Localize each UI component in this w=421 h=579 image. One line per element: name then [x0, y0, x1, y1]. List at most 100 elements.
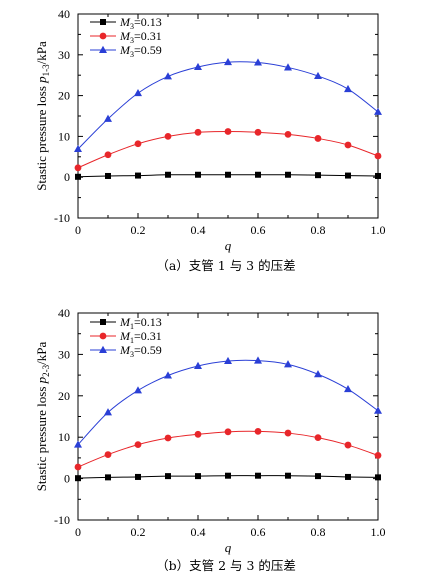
y-tick-label: 20	[58, 89, 70, 103]
data-point-s1-3	[164, 133, 172, 140]
data-point-s0-2	[135, 172, 141, 179]
data-point-s0-6	[255, 472, 261, 479]
legend-entry: M3=0.59	[119, 343, 162, 359]
figure-caption: （b）支管 2 与 3 的压差	[156, 558, 296, 573]
data-point-s0-8	[315, 473, 321, 480]
data-point-s2-0	[74, 440, 82, 448]
data-point-s1-10	[374, 152, 382, 160]
legend-entry: M3=0.59	[119, 43, 162, 59]
x-tick-label: 0.8	[311, 525, 326, 539]
data-point-s1-9	[344, 141, 352, 149]
data-point-s2-2	[134, 386, 142, 394]
x-tick-label: 0.6	[251, 223, 266, 237]
data-point-s2-7	[284, 360, 292, 368]
data-point-s2-8	[314, 370, 322, 378]
legend-entry: M3=0.13	[119, 15, 162, 31]
data-point-s2-5	[224, 356, 232, 365]
x-tick-label: 0.4	[191, 223, 206, 237]
data-point-s2-2	[134, 88, 142, 97]
data-point-s0-5	[225, 472, 231, 479]
legend-marker	[99, 45, 107, 53]
data-point-s1-1	[104, 451, 112, 458]
data-point-s1-0	[74, 463, 82, 471]
data-point-s1-1	[104, 151, 112, 159]
data-point-s2-10	[374, 406, 382, 414]
data-point-s1-6	[254, 428, 262, 435]
y-tick-label: -10	[54, 513, 70, 527]
chart-panel-a: -10 0 10 20 30 40 0 0.2 0.4 0.6 0.8 1.0 q Stastic pre…	[34, 7, 386, 273]
legend-marker	[99, 345, 107, 353]
legend-marker	[100, 319, 106, 325]
x-tick-label: 0.8	[311, 223, 326, 237]
x-tick-label: 0	[75, 525, 81, 539]
data-point-s0-6	[255, 171, 261, 178]
y-tick-label: 30	[58, 48, 70, 62]
data-point-s2-7	[284, 63, 292, 71]
data-point-s0-5	[225, 171, 231, 178]
x-tick-label: 0	[75, 223, 81, 237]
x-axis-label: q	[225, 238, 232, 253]
data-point-s0-7	[285, 171, 291, 178]
x-tick-label: 1.0	[371, 525, 386, 539]
legend-marker	[99, 332, 107, 340]
figure-caption: （a）支管 1 与 3 的压差	[156, 258, 295, 273]
y-tick-label: 20	[58, 389, 70, 403]
data-point-s2-9	[344, 84, 352, 93]
data-point-s2-4	[194, 62, 202, 71]
data-point-s1-3	[164, 434, 172, 442]
data-point-s1-7	[284, 429, 292, 437]
data-point-s1-5	[224, 428, 232, 436]
data-point-s0-9	[345, 473, 351, 480]
data-point-s1-10	[374, 452, 382, 459]
series-line-1	[77, 430, 379, 468]
data-point-s0-2	[135, 473, 141, 480]
data-point-s0-7	[285, 472, 291, 479]
data-point-s0-10	[375, 172, 381, 179]
data-point-s0-1	[105, 474, 111, 481]
y-tick-label: 0	[64, 170, 70, 184]
chart-panel-b: -10 0 10 20 30 40 0 0.2 0.4 0.6 0.8 1.0 q Stastic pre…	[34, 306, 386, 573]
data-point-s1-8	[314, 135, 322, 142]
data-point-s1-5	[224, 128, 232, 135]
x-tick-label: 1.0	[371, 223, 386, 237]
data-point-s1-2	[134, 441, 142, 449]
data-point-s1-6	[254, 128, 262, 136]
data-point-s0-1	[105, 172, 111, 179]
data-point-s2-3	[164, 371, 172, 379]
data-point-s0-8	[315, 172, 321, 179]
series-line-2	[77, 61, 379, 150]
y-tick-label: 40	[58, 306, 70, 320]
x-tick-label: 0.4	[191, 525, 206, 539]
data-point-s0-10	[375, 474, 381, 481]
data-point-s2-9	[344, 384, 352, 393]
y-tick-label: 10	[58, 129, 70, 143]
data-point-s2-4	[194, 361, 202, 369]
data-point-s1-8	[314, 434, 322, 442]
data-point-s0-4	[195, 171, 201, 178]
data-point-s2-8	[314, 71, 322, 80]
y-tick-label: 30	[58, 347, 70, 361]
legend-entry: M3=0.31	[119, 29, 162, 45]
data-point-s2-0	[74, 144, 82, 153]
data-point-s0-4	[195, 473, 201, 480]
data-point-s2-10	[374, 107, 382, 115]
y-tick-label: 40	[58, 7, 70, 21]
data-point-s0-0	[75, 173, 81, 180]
legend-marker	[100, 19, 106, 25]
legend-marker	[99, 32, 107, 40]
data-point-s2-5	[224, 57, 232, 66]
data-point-s2-6	[254, 58, 262, 66]
data-point-s1-0	[74, 164, 82, 172]
data-point-s2-6	[254, 356, 262, 364]
data-point-s0-0	[75, 475, 81, 482]
data-point-s0-9	[345, 172, 351, 179]
data-point-s2-1	[104, 408, 112, 416]
data-point-s1-2	[134, 140, 142, 148]
x-tick-label: 0.6	[251, 525, 266, 539]
series-line-1	[77, 131, 379, 169]
data-point-s0-3	[165, 473, 171, 480]
data-point-s1-7	[284, 130, 292, 138]
y-tick-label: 0	[64, 472, 70, 486]
x-tick-label: 0.2	[131, 223, 146, 237]
